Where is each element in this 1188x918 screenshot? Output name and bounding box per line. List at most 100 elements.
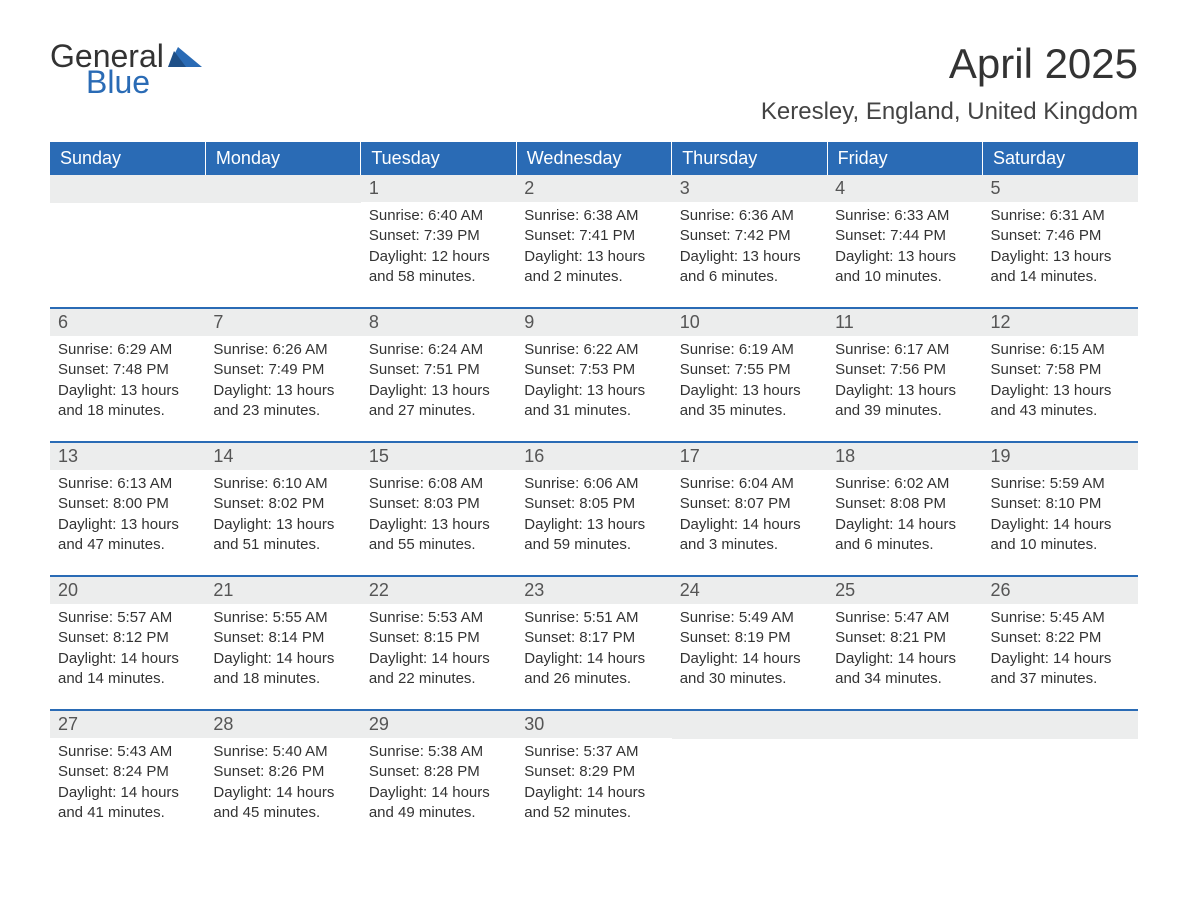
daylight-text: Daylight: 14 hours and 3 minutes. (680, 515, 819, 556)
sunset-text: Sunset: 7:42 PM (680, 226, 819, 246)
sunset-text: Sunset: 8:21 PM (835, 628, 974, 648)
daylight-text: Daylight: 14 hours and 6 minutes. (835, 515, 974, 556)
day-body: Sunrise: 6:04 AMSunset: 8:07 PMDaylight:… (672, 470, 827, 575)
calendar-week-row: 20Sunrise: 5:57 AMSunset: 8:12 PMDayligh… (50, 576, 1138, 710)
sunset-text: Sunset: 7:58 PM (991, 360, 1130, 380)
daylight-text: Daylight: 13 hours and 47 minutes. (58, 515, 197, 556)
sunset-text: Sunset: 8:26 PM (213, 762, 352, 782)
daylight-text: Daylight: 14 hours and 37 minutes. (991, 649, 1130, 690)
sunset-text: Sunset: 8:08 PM (835, 494, 974, 514)
sunset-text: Sunset: 8:05 PM (524, 494, 663, 514)
sunset-text: Sunset: 7:49 PM (213, 360, 352, 380)
calendar-day-cell: 11Sunrise: 6:17 AMSunset: 7:56 PMDayligh… (827, 308, 982, 442)
day-number: 5 (983, 175, 1138, 202)
calendar-day-cell (672, 710, 827, 843)
calendar-day-cell: 20Sunrise: 5:57 AMSunset: 8:12 PMDayligh… (50, 576, 205, 710)
calendar-day-cell: 23Sunrise: 5:51 AMSunset: 8:17 PMDayligh… (516, 576, 671, 710)
daylight-text: Daylight: 14 hours and 34 minutes. (835, 649, 974, 690)
daylight-text: Daylight: 13 hours and 2 minutes. (524, 247, 663, 288)
sunset-text: Sunset: 7:48 PM (58, 360, 197, 380)
sunset-text: Sunset: 7:44 PM (835, 226, 974, 246)
day-number: 30 (516, 711, 671, 738)
day-number: 2 (516, 175, 671, 202)
sunrise-text: Sunrise: 6:17 AM (835, 340, 974, 360)
calendar-day-cell: 8Sunrise: 6:24 AMSunset: 7:51 PMDaylight… (361, 308, 516, 442)
day-header: Monday (205, 142, 360, 175)
sunrise-text: Sunrise: 6:04 AM (680, 474, 819, 494)
daylight-text: Daylight: 13 hours and 39 minutes. (835, 381, 974, 422)
calendar-day-cell: 7Sunrise: 6:26 AMSunset: 7:49 PMDaylight… (205, 308, 360, 442)
daylight-text: Daylight: 13 hours and 18 minutes. (58, 381, 197, 422)
day-body: Sunrise: 6:19 AMSunset: 7:55 PMDaylight:… (672, 336, 827, 441)
day-body: Sunrise: 6:08 AMSunset: 8:03 PMDaylight:… (361, 470, 516, 575)
sunset-text: Sunset: 8:28 PM (369, 762, 508, 782)
day-body: Sunrise: 5:55 AMSunset: 8:14 PMDaylight:… (205, 604, 360, 709)
calendar-day-cell: 24Sunrise: 5:49 AMSunset: 8:19 PMDayligh… (672, 576, 827, 710)
day-number: 24 (672, 577, 827, 604)
day-number-empty (983, 711, 1138, 739)
daylight-text: Daylight: 14 hours and 49 minutes. (369, 783, 508, 824)
sunrise-text: Sunrise: 6:13 AM (58, 474, 197, 494)
daylight-text: Daylight: 13 hours and 27 minutes. (369, 381, 508, 422)
day-header: Sunday (50, 142, 205, 175)
daylight-text: Daylight: 14 hours and 41 minutes. (58, 783, 197, 824)
sunrise-text: Sunrise: 6:29 AM (58, 340, 197, 360)
calendar-day-cell: 27Sunrise: 5:43 AMSunset: 8:24 PMDayligh… (50, 710, 205, 843)
calendar-day-cell: 25Sunrise: 5:47 AMSunset: 8:21 PMDayligh… (827, 576, 982, 710)
calendar-day-cell: 21Sunrise: 5:55 AMSunset: 8:14 PMDayligh… (205, 576, 360, 710)
sunrise-text: Sunrise: 6:33 AM (835, 206, 974, 226)
calendar-day-cell: 5Sunrise: 6:31 AMSunset: 7:46 PMDaylight… (983, 175, 1138, 308)
calendar-week-row: 27Sunrise: 5:43 AMSunset: 8:24 PMDayligh… (50, 710, 1138, 843)
daylight-text: Daylight: 13 hours and 35 minutes. (680, 381, 819, 422)
day-body: Sunrise: 6:10 AMSunset: 8:02 PMDaylight:… (205, 470, 360, 575)
day-body: Sunrise: 6:38 AMSunset: 7:41 PMDaylight:… (516, 202, 671, 307)
day-body: Sunrise: 6:26 AMSunset: 7:49 PMDaylight:… (205, 336, 360, 441)
calendar-day-cell: 10Sunrise: 6:19 AMSunset: 7:55 PMDayligh… (672, 308, 827, 442)
day-body: Sunrise: 6:40 AMSunset: 7:39 PMDaylight:… (361, 202, 516, 307)
day-number: 8 (361, 309, 516, 336)
page-header: General Blue April 2025 Keresley, Englan… (50, 40, 1138, 126)
calendar-day-cell: 15Sunrise: 6:08 AMSunset: 8:03 PMDayligh… (361, 442, 516, 576)
sunrise-text: Sunrise: 6:10 AM (213, 474, 352, 494)
calendar-day-cell: 9Sunrise: 6:22 AMSunset: 7:53 PMDaylight… (516, 308, 671, 442)
calendar-day-cell (827, 710, 982, 843)
calendar-day-cell (205, 175, 360, 308)
sunset-text: Sunset: 7:39 PM (369, 226, 508, 246)
daylight-text: Daylight: 14 hours and 45 minutes. (213, 783, 352, 824)
daylight-text: Daylight: 13 hours and 51 minutes. (213, 515, 352, 556)
sunset-text: Sunset: 8:10 PM (991, 494, 1130, 514)
sunrise-text: Sunrise: 6:24 AM (369, 340, 508, 360)
sunrise-text: Sunrise: 6:36 AM (680, 206, 819, 226)
day-number: 23 (516, 577, 671, 604)
day-body: Sunrise: 5:40 AMSunset: 8:26 PMDaylight:… (205, 738, 360, 843)
calendar-day-cell: 29Sunrise: 5:38 AMSunset: 8:28 PMDayligh… (361, 710, 516, 843)
sunset-text: Sunset: 8:17 PM (524, 628, 663, 648)
title-block: April 2025 Keresley, England, United Kin… (761, 40, 1138, 126)
sunset-text: Sunset: 8:14 PM (213, 628, 352, 648)
day-number: 28 (205, 711, 360, 738)
brand-line2: Blue (86, 66, 202, 98)
sunset-text: Sunset: 8:12 PM (58, 628, 197, 648)
sunrise-text: Sunrise: 5:40 AM (213, 742, 352, 762)
daylight-text: Daylight: 14 hours and 30 minutes. (680, 649, 819, 690)
sunrise-text: Sunrise: 5:47 AM (835, 608, 974, 628)
daylight-text: Daylight: 13 hours and 59 minutes. (524, 515, 663, 556)
sunset-text: Sunset: 7:53 PM (524, 360, 663, 380)
sunset-text: Sunset: 8:07 PM (680, 494, 819, 514)
calendar-day-cell: 26Sunrise: 5:45 AMSunset: 8:22 PMDayligh… (983, 576, 1138, 710)
daylight-text: Daylight: 13 hours and 6 minutes. (680, 247, 819, 288)
sunset-text: Sunset: 8:24 PM (58, 762, 197, 782)
month-title: April 2025 (761, 40, 1138, 88)
day-number: 17 (672, 443, 827, 470)
sunset-text: Sunset: 7:41 PM (524, 226, 663, 246)
calendar-day-cell: 3Sunrise: 6:36 AMSunset: 7:42 PMDaylight… (672, 175, 827, 308)
calendar-day-cell: 19Sunrise: 5:59 AMSunset: 8:10 PMDayligh… (983, 442, 1138, 576)
calendar-day-cell: 2Sunrise: 6:38 AMSunset: 7:41 PMDaylight… (516, 175, 671, 308)
calendar-day-cell: 18Sunrise: 6:02 AMSunset: 8:08 PMDayligh… (827, 442, 982, 576)
sunrise-text: Sunrise: 6:40 AM (369, 206, 508, 226)
day-body: Sunrise: 5:43 AMSunset: 8:24 PMDaylight:… (50, 738, 205, 843)
day-body: Sunrise: 5:49 AMSunset: 8:19 PMDaylight:… (672, 604, 827, 709)
calendar-day-cell: 28Sunrise: 5:40 AMSunset: 8:26 PMDayligh… (205, 710, 360, 843)
calendar-day-cell: 4Sunrise: 6:33 AMSunset: 7:44 PMDaylight… (827, 175, 982, 308)
sunrise-text: Sunrise: 5:51 AM (524, 608, 663, 628)
